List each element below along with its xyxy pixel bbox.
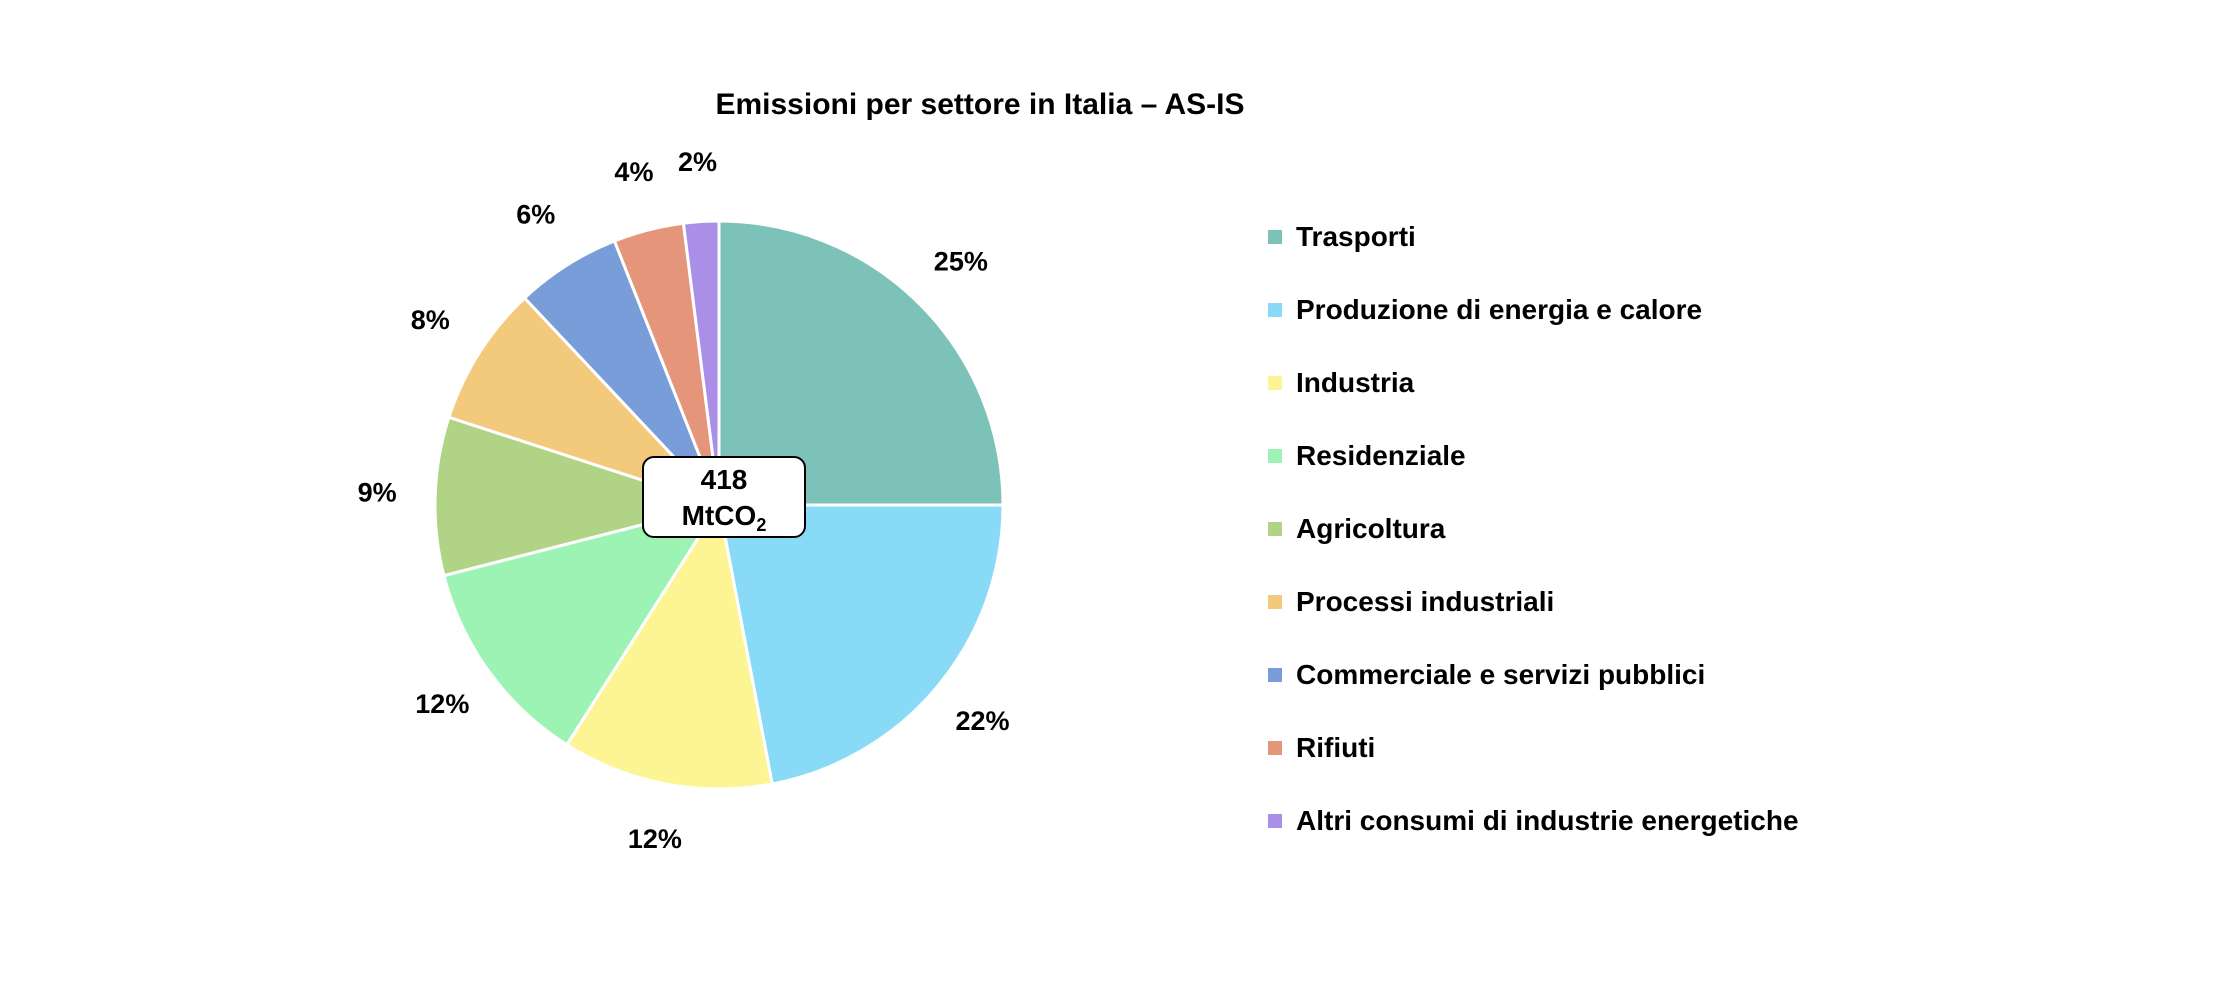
slice-percent-label: 12%	[415, 689, 469, 719]
total-emissions-box: 418 MtCO2	[642, 456, 806, 538]
legend-item: Processi industriali	[1268, 565, 1799, 638]
legend-item: Trasporti	[1268, 200, 1799, 273]
legend-label: Industria	[1296, 366, 1415, 398]
slice-percent-label: 25%	[934, 246, 988, 276]
legend-swatch	[1268, 521, 1282, 536]
legend-swatch	[1268, 229, 1282, 244]
total-emissions-value: 418	[700, 464, 748, 495]
pie-slice-altri-consumi-di-industrie-energetiche	[681, 219, 721, 506]
slice-percent-label: 6%	[516, 199, 555, 229]
pie-slices	[433, 219, 1005, 791]
chart-legend: Trasporti Produzione di energia e calore I…	[1268, 200, 1799, 857]
total-emissions-unit: MtCO2	[644, 498, 804, 543]
legend-label: Altri consumi di industrie energetiche	[1296, 804, 1799, 836]
slice-percent-label: 22%	[955, 706, 1009, 736]
legend-item: Industria	[1268, 346, 1799, 419]
legend-swatch	[1268, 667, 1282, 682]
slice-percent-label: 9%	[358, 477, 397, 507]
legend-swatch	[1268, 594, 1282, 609]
pie-slice-produzione-di-energia-e-calore	[717, 503, 1005, 786]
legend-swatch	[1268, 448, 1282, 463]
pie-slice-labels: 25% 22% 12% 12% 9% 8% 6% 4% 2%	[358, 147, 1010, 854]
legend-swatch	[1268, 375, 1282, 390]
slice-percent-label: 12%	[628, 824, 682, 854]
legend-item: Altri consumi di industrie energetiche	[1268, 784, 1799, 857]
legend-label: Commerciale e servizi pubblici	[1296, 658, 1706, 690]
legend-label: Trasporti	[1296, 220, 1416, 252]
legend-label: Residenziale	[1296, 439, 1466, 471]
legend-item: Rifiuti	[1268, 711, 1799, 784]
legend-item: Produzione di energia e calore	[1268, 273, 1799, 346]
slice-percent-label: 2%	[678, 147, 717, 177]
legend-label: Produzione di energia e calore	[1296, 293, 1703, 325]
legend-item: Agricoltura	[1268, 492, 1799, 565]
legend-item: Commerciale e servizi pubblici	[1268, 638, 1799, 711]
legend-swatch	[1268, 302, 1282, 317]
unit-subscript: 2	[756, 515, 767, 535]
pie-slice-processi-industriali	[447, 295, 721, 507]
chart-title: Emissioni per settore in Italia – AS-IS	[715, 88, 1245, 121]
pie-slice-agricoltura	[433, 415, 725, 578]
slice-percent-label: 4%	[614, 157, 653, 187]
legend-swatch	[1268, 813, 1282, 828]
legend-item: Residenziale	[1268, 419, 1799, 492]
slice-percent-label: 8%	[411, 305, 450, 335]
unit-main: MtCO	[681, 500, 757, 531]
pie-slice-residenziale	[442, 502, 723, 747]
legend-label: Processi industriali	[1296, 585, 1555, 617]
pie-slice-industria	[564, 500, 774, 791]
pie-slice-trasporti	[717, 219, 1005, 507]
legend-label: Rifiuti	[1296, 731, 1376, 763]
legend-label: Agricoltura	[1296, 512, 1446, 544]
legend-swatch	[1268, 740, 1282, 755]
